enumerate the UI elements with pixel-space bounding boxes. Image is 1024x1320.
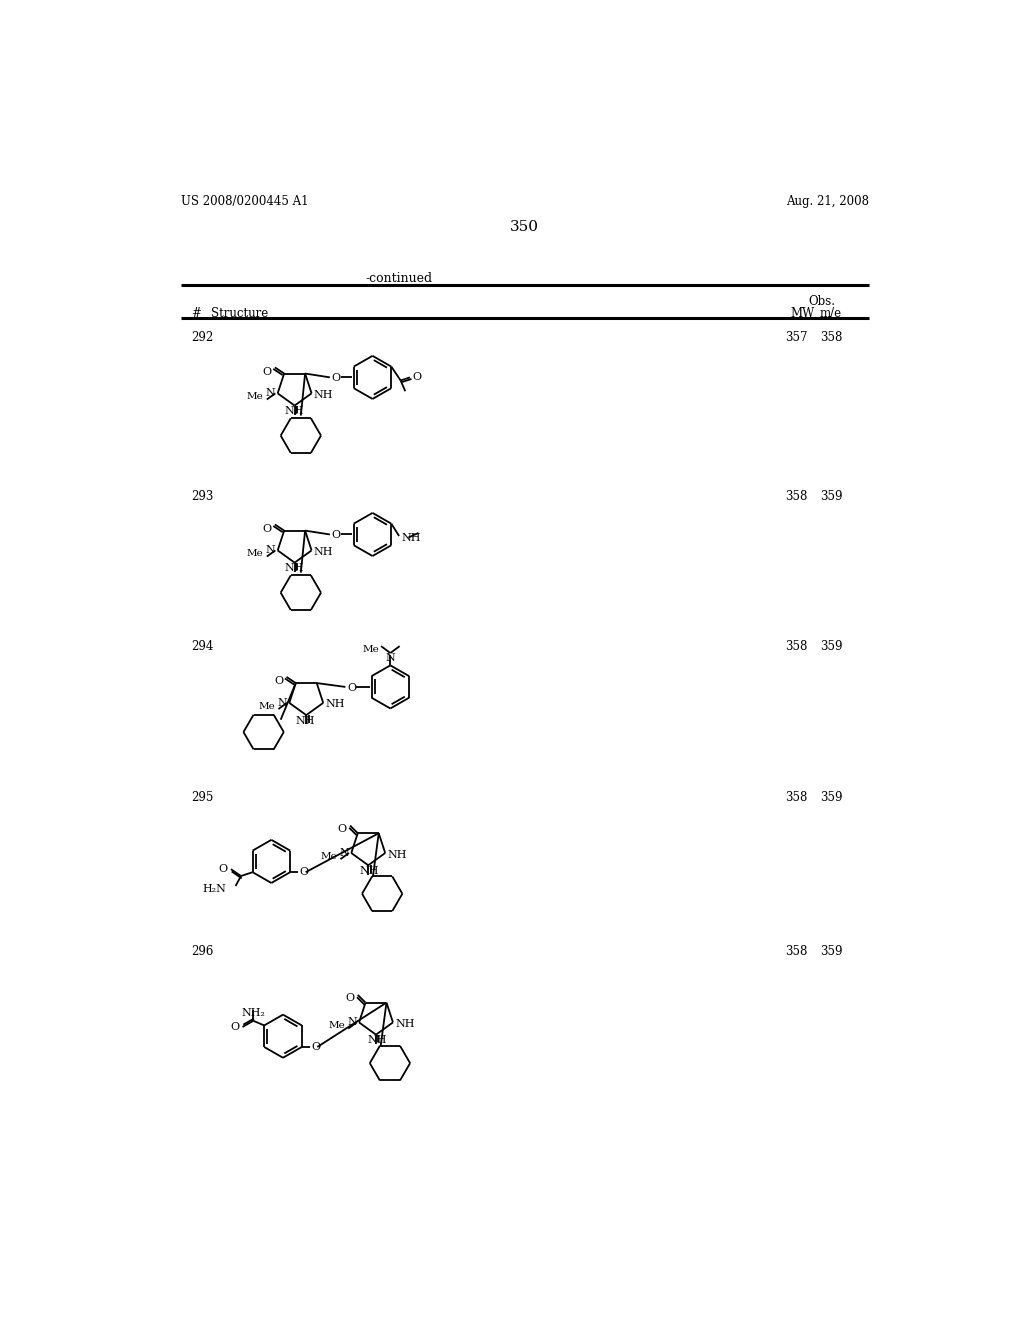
Text: NH: NH bbox=[284, 564, 303, 573]
Text: 293: 293 bbox=[191, 490, 214, 503]
Text: O: O bbox=[311, 1041, 321, 1052]
Text: O: O bbox=[332, 531, 341, 540]
Text: N: N bbox=[385, 653, 395, 663]
Text: Me: Me bbox=[259, 701, 275, 710]
Text: Obs.: Obs. bbox=[809, 296, 836, 309]
Text: N: N bbox=[278, 698, 287, 708]
Text: O: O bbox=[262, 367, 271, 376]
Text: O: O bbox=[345, 994, 354, 1003]
Text: 359: 359 bbox=[820, 490, 843, 503]
Text: O: O bbox=[347, 682, 356, 693]
Text: 359: 359 bbox=[820, 792, 843, 804]
Text: O: O bbox=[413, 372, 421, 383]
Text: NH₂: NH₂ bbox=[242, 1008, 265, 1019]
Text: MW: MW bbox=[791, 308, 815, 319]
Text: NH: NH bbox=[326, 700, 345, 709]
Text: O: O bbox=[219, 865, 227, 874]
Text: NH: NH bbox=[401, 532, 421, 543]
Text: N: N bbox=[339, 847, 349, 858]
Text: O: O bbox=[338, 824, 347, 834]
Text: N: N bbox=[265, 388, 275, 399]
Text: O: O bbox=[262, 524, 271, 533]
Text: Me: Me bbox=[247, 392, 264, 401]
Text: 359: 359 bbox=[820, 640, 843, 652]
Text: H₂N: H₂N bbox=[203, 884, 226, 894]
Text: NH: NH bbox=[387, 850, 407, 859]
Text: NH: NH bbox=[314, 546, 334, 557]
Text: NH: NH bbox=[284, 407, 303, 416]
Text: 357: 357 bbox=[785, 331, 808, 345]
Text: 294: 294 bbox=[191, 640, 214, 652]
Text: 292: 292 bbox=[191, 331, 214, 345]
Text: 350: 350 bbox=[510, 220, 540, 234]
Text: 358: 358 bbox=[785, 945, 808, 958]
Text: #: # bbox=[191, 308, 202, 319]
Text: Me: Me bbox=[329, 1022, 345, 1030]
Text: Me: Me bbox=[321, 851, 337, 861]
Text: N: N bbox=[265, 545, 275, 556]
Text: 359: 359 bbox=[820, 945, 843, 958]
Text: O: O bbox=[332, 374, 341, 383]
Text: 295: 295 bbox=[191, 792, 214, 804]
Text: O: O bbox=[230, 1022, 240, 1032]
Text: Me: Me bbox=[247, 549, 264, 558]
Text: 358: 358 bbox=[785, 640, 808, 652]
Text: 358: 358 bbox=[785, 792, 808, 804]
Text: Me: Me bbox=[362, 645, 380, 655]
Text: m/e: m/e bbox=[820, 308, 842, 319]
Text: -continued: -continued bbox=[366, 272, 433, 285]
Text: NH: NH bbox=[395, 1019, 415, 1030]
Text: O: O bbox=[274, 676, 284, 686]
Text: US 2008/0200445 A1: US 2008/0200445 A1 bbox=[180, 195, 308, 209]
Text: NH: NH bbox=[296, 715, 315, 726]
Text: N: N bbox=[347, 1018, 356, 1027]
Text: Aug. 21, 2008: Aug. 21, 2008 bbox=[785, 195, 869, 209]
Text: Structure: Structure bbox=[211, 308, 268, 319]
Text: 358: 358 bbox=[820, 331, 843, 345]
Text: 296: 296 bbox=[191, 945, 214, 958]
Text: 358: 358 bbox=[785, 490, 808, 503]
Text: NH: NH bbox=[314, 389, 334, 400]
Text: NH: NH bbox=[359, 866, 379, 876]
Text: NH: NH bbox=[367, 1035, 386, 1045]
Text: O: O bbox=[299, 867, 308, 878]
